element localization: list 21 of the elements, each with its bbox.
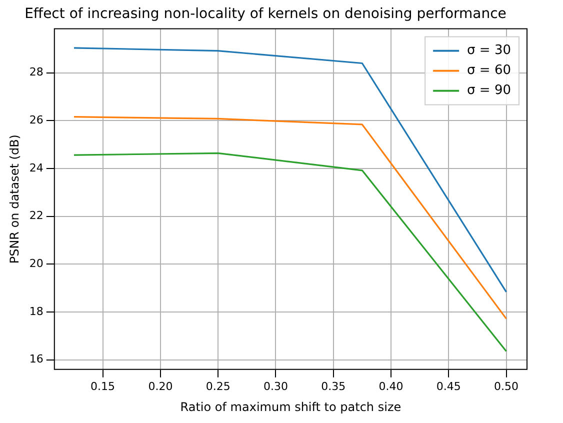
- x-tick-label: 0.30: [263, 380, 288, 393]
- x-tick-label: 0.15: [90, 380, 116, 393]
- legend-label: σ = 30: [467, 43, 512, 58]
- x-tick-label: 0.45: [436, 380, 461, 393]
- y-tick-label: 24: [29, 161, 44, 174]
- y-tick-label: 22: [29, 209, 44, 222]
- y-tick-label: 28: [29, 66, 44, 79]
- x-tick-label: 0.50: [494, 380, 518, 393]
- y-tick-label: 20: [29, 257, 44, 270]
- legend-label: σ = 90: [467, 83, 512, 98]
- chart-title: Effect of increasing non-locality of kernels on denoising performance: [24, 6, 506, 22]
- y-axis-title: PSNR on dataset (dB): [7, 134, 22, 264]
- x-tick-label: 0.20: [148, 380, 173, 393]
- x-tick-label: 0.35: [321, 380, 346, 393]
- x-tick-label: 0.40: [378, 380, 404, 393]
- x-tick-label: 0.25: [206, 380, 230, 393]
- y-tick-label: 26: [29, 114, 44, 127]
- x-axis-title: Ratio of maximum shift to patch size: [180, 400, 402, 414]
- legend-label: σ = 60: [467, 63, 512, 78]
- y-tick-label: 16: [29, 352, 44, 366]
- y-tick-label: 18: [29, 304, 44, 318]
